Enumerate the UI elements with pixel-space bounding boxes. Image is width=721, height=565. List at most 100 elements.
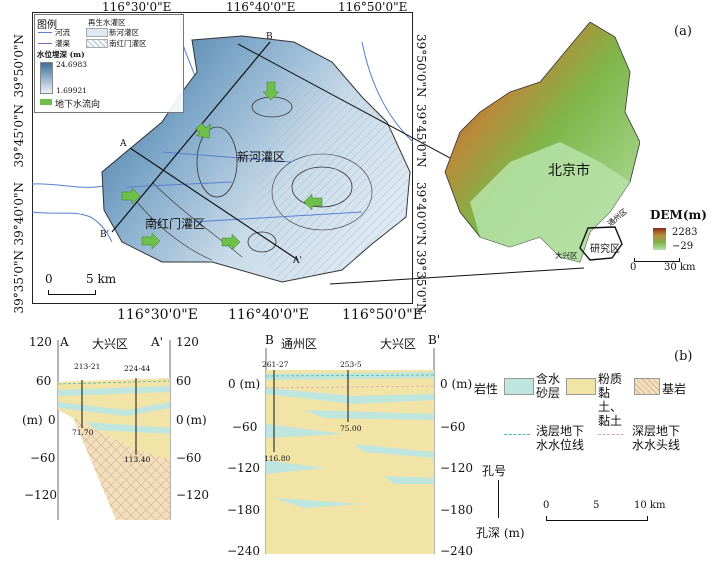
region-label-nanhongmen: 南红门灌区 (145, 217, 206, 231)
map-lon-tick-bottom-1: 116°30'0"E (117, 307, 198, 323)
map-legend-title: 图例 (37, 20, 57, 31)
section-b-rtick-m60: −60 (440, 420, 466, 434)
section-a-profile (57, 340, 171, 520)
map-lon-tick-2: 116°40'0"E (226, 0, 296, 14)
section-a-district: 大兴区 (92, 337, 129, 351)
legend-canal-swatch (38, 43, 52, 44)
section-b-rtick-m240: −240 (440, 544, 473, 558)
map-lon-tick-1: 116°30'0"E (102, 0, 172, 14)
map-scale-five: 5 km (86, 272, 117, 286)
section-b-district-left: 通州区 (281, 337, 318, 351)
dem-city-label: 北京市 (548, 163, 590, 179)
legend-flow-arrow-icon (40, 99, 52, 105)
map-lat-right-4: 39°35'0"N (414, 250, 428, 314)
legend-river: 河流 (55, 28, 70, 37)
legend-depth-min: 1.69921 (56, 86, 88, 95)
section-a-well-2-id: 224-44 (124, 364, 151, 373)
map-lat-right-3: 39°40'0"N (414, 182, 428, 246)
legend-canal: 灌渠 (55, 39, 70, 48)
legend-xinhe-area: 新河灌区 (109, 28, 139, 37)
section-a-rtick-m120: −120 (176, 488, 209, 502)
section-b-ytick-0: 0 (m) (228, 377, 261, 391)
section-b-well-2-depth: 75.00 (340, 424, 362, 433)
flow-arrows (121, 81, 323, 251)
section-a-left-end: A (60, 335, 69, 349)
section-b-ytick-m120: −120 (227, 461, 260, 475)
dem-study-area-label: 研究区 (590, 244, 620, 255)
section-point-A: A (120, 139, 127, 149)
legend-aquifer: 含水砂层 (536, 372, 561, 400)
panel-b-label: (b) (674, 349, 693, 364)
section-a-well-2-depth: 113.40 (124, 455, 151, 464)
legend-depth-max: 24.6983 (56, 60, 88, 69)
legend-well-depth: 孔深 (m) (476, 526, 525, 540)
section-line-aa (129, 147, 299, 261)
map-lon-tick-bottom-3: 116°50'0"E (342, 307, 423, 323)
map-legend (34, 14, 184, 113)
legend-flow: 地下水流向 (55, 100, 101, 110)
legend-bedrock: 基岩 (662, 382, 687, 396)
legend-well-no: 孔号 (482, 464, 507, 478)
panel-a-label: (a) (674, 24, 692, 39)
section-b-well-2-id: 253-5 (340, 360, 362, 369)
legend-depth-ramp (40, 62, 53, 94)
section-scale-ten: 10 km (634, 500, 666, 511)
dem-scale-zero: 0 (630, 262, 637, 273)
legend-well-line (498, 480, 499, 518)
section-a-ytick-m60: −60 (30, 451, 56, 465)
section-b-well-1-id: 261-27 (262, 360, 289, 369)
section-a-ytick-60: 60 (36, 374, 52, 388)
section-a-rtick-0: 0 (176, 413, 184, 427)
study-area-outline (579, 226, 623, 261)
section-b-profile (265, 348, 435, 554)
section-b-left-end: B (265, 333, 274, 347)
section-point-B: B (266, 32, 273, 42)
section-a-well-1-depth: 71.70 (72, 428, 94, 437)
section-line-bb (111, 41, 271, 233)
beijing-dem-map (444, 22, 640, 263)
section-b-ytick-m180: −180 (227, 503, 260, 517)
section-b-rtick-m180: −180 (440, 503, 473, 517)
legend-lithology: 岩性 (474, 382, 499, 396)
section-b-district-right: 大兴区 (380, 337, 417, 351)
legend-depth-title: 水位埋深 (m) (37, 50, 85, 59)
dem-scale-bar (634, 258, 680, 262)
map-lon-tick-bottom-2: 116°40'0"E (228, 307, 309, 323)
section-a-rtick-60: 60 (176, 374, 192, 388)
dem-legend-title: DEM(m) (650, 208, 707, 222)
section-a-runit: (m) (186, 413, 207, 427)
section-point-B-prime: B' (100, 230, 110, 240)
section-b-right-end: B' (428, 333, 441, 347)
map-lat-right-2: 39°45'0"N (414, 104, 428, 168)
dem-legend-min: −29 (672, 241, 694, 252)
section-point-A-prime: A' (293, 256, 302, 266)
legend-recycled-area: 再生水灌区 (88, 18, 126, 27)
map-scale-zero: 0 (45, 272, 53, 286)
section-b-ytick-m240: −240 (227, 544, 260, 558)
map-lon-tick-3: 116°50'0"E (338, 0, 408, 14)
section-b-rtick-0: 0 (m) (440, 377, 473, 391)
map-lat-right-1: 39°50'0"N (414, 34, 428, 98)
legend-nanhongmen-area: 南红门灌区 (109, 39, 147, 48)
map-scale-bar (48, 290, 96, 295)
section-scale-bar (546, 516, 648, 521)
dem-legend-ramp (653, 228, 666, 250)
section-scale-five: 5 (593, 500, 600, 511)
legend-clay: 粉质黏土、黏土 (598, 372, 623, 428)
legend-river-swatch (38, 32, 52, 33)
section-scale-zero: 0 (543, 500, 550, 511)
legend-xinhe-swatch (86, 28, 108, 37)
legend-aquifer-swatch (504, 378, 534, 395)
section-a-ytick-0: 0 (48, 413, 56, 427)
section-a-well-1-id: 213-21 (74, 362, 101, 371)
section-a-unit: (m) (22, 413, 43, 427)
legend-deep-swatch (598, 434, 624, 435)
legend-shallow: 浅层地下水水位线 (536, 424, 585, 452)
section-b-well-1-depth: 116.80 (264, 454, 291, 463)
section-a-right-end: A' (151, 335, 163, 349)
legend-bedrock-swatch (634, 378, 660, 395)
region-label-xinhe: 新河灌区 (237, 150, 286, 164)
dem-daxing-label: 大兴区 (555, 251, 578, 260)
legend-clay-swatch (566, 378, 596, 395)
section-a-ytick-m120: −120 (24, 488, 57, 502)
